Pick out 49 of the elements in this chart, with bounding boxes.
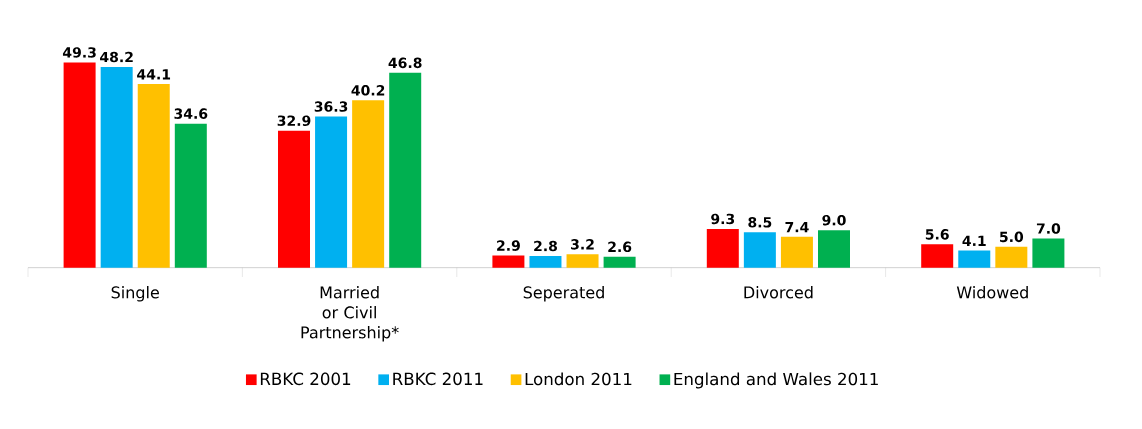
data-label: 32.9 bbox=[277, 115, 311, 126]
data-label: 46.8 bbox=[388, 57, 422, 69]
data-label: 9.0 bbox=[822, 214, 846, 226]
bar bbox=[743, 232, 776, 268]
bar bbox=[958, 250, 991, 268]
data-label: 2.8 bbox=[534, 240, 557, 252]
bar bbox=[995, 246, 1028, 268]
bar bbox=[352, 100, 385, 268]
bar bbox=[174, 123, 207, 268]
data-label: 5.0 bbox=[1000, 231, 1024, 243]
bar bbox=[315, 116, 348, 268]
legend-label: London 2011 bbox=[525, 372, 632, 386]
bar bbox=[818, 230, 850, 268]
data-label: 34.6 bbox=[174, 108, 208, 119]
x-tick-label: Seperated bbox=[523, 286, 604, 302]
bar bbox=[603, 256, 636, 268]
bar bbox=[100, 67, 133, 268]
bar bbox=[566, 254, 599, 268]
bar bbox=[389, 72, 422, 268]
data-label: 40.2 bbox=[351, 85, 385, 96]
bar bbox=[492, 255, 525, 268]
data-label: 7.4 bbox=[785, 221, 809, 233]
data-label: 8.5 bbox=[748, 216, 772, 228]
data-label: 3.2 bbox=[571, 239, 594, 250]
data-label: 4.1 bbox=[962, 235, 986, 246]
bar bbox=[780, 236, 813, 268]
bar bbox=[63, 62, 96, 268]
data-label: 2.6 bbox=[608, 241, 632, 253]
bar bbox=[1032, 238, 1065, 268]
bar bbox=[706, 228, 739, 268]
x-tick-label: Divorced bbox=[744, 286, 813, 299]
bar bbox=[921, 244, 954, 268]
x-tick-label: Single bbox=[111, 286, 159, 302]
data-label: 36.3 bbox=[314, 101, 348, 112]
data-label: 2.9 bbox=[497, 240, 520, 251]
x-tick-label: Widowed bbox=[956, 286, 1028, 299]
data-label: 7.0 bbox=[1036, 223, 1061, 234]
data-label: 9.3 bbox=[711, 213, 735, 225]
bar bbox=[529, 256, 562, 268]
legend-label: England and Wales 2011 bbox=[674, 372, 878, 389]
data-label: 44.1 bbox=[137, 69, 171, 80]
x-tick-label: Married or Civil Partnership* bbox=[301, 286, 399, 342]
legend-label: RBKC 2011 bbox=[393, 372, 483, 386]
data-label: 5.6 bbox=[925, 229, 949, 240]
legend-label: RBKC 2001 bbox=[260, 372, 351, 386]
data-label: 49.3 bbox=[62, 47, 96, 58]
data-label: 48.2 bbox=[100, 51, 133, 63]
bar bbox=[137, 84, 170, 268]
bar bbox=[278, 130, 310, 268]
